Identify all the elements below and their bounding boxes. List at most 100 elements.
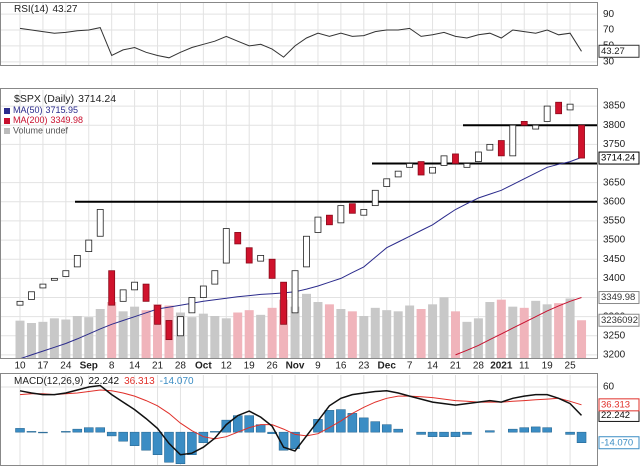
candle [28,291,35,300]
volume-bar [187,317,197,358]
y-tick-label: 3850 [603,101,626,112]
x-tick-label: 23 [358,361,370,372]
x-tick-label: 14 [427,361,439,372]
candle [497,140,505,157]
y-tick-label: 90 [603,9,615,20]
candle [532,124,540,130]
rsi-plot [19,27,582,59]
volume-bar [473,318,483,358]
volume-bar [290,306,300,358]
candle [314,216,322,233]
value-box-label: 36.313 [601,399,630,410]
volume-bar [153,304,163,358]
volume-bar [347,311,357,358]
macd-value: 22.242 [88,376,119,387]
value-box [598,151,640,165]
candle [291,270,299,314]
histogram-bar [152,431,163,455]
x-tick-label: 17 [37,361,49,372]
y-tick-label: 30 [603,56,615,67]
histogram-bar [427,431,438,437]
histogram-bar [393,428,403,433]
x-tick-label: 25 [565,361,577,372]
candle [578,124,585,159]
x-tick-label: 10 [14,361,26,372]
volume-bar [61,319,71,358]
candle [39,283,47,289]
legend-entry: MA(200) 3349.98 [13,115,83,125]
volume-bar [519,307,529,358]
volume-bar [141,310,151,358]
histogram-bar [118,431,128,442]
x-tick-label: 21 [152,361,164,372]
histogram-bar [61,431,71,433]
macd-value: -14.070 [160,376,194,387]
candle [486,143,494,151]
volume-bar [577,320,587,358]
x-tick-label: Nov [286,361,305,372]
candle [188,297,196,314]
x-tick-label: 24 [60,361,72,372]
ma-line [455,297,582,356]
volume-bar [302,293,311,358]
candle [268,258,276,279]
macd-panel [0,375,598,466]
volume-bar [565,298,575,358]
volume-bar [496,299,506,358]
volume-bar [439,297,449,358]
candle [108,270,116,306]
macd-line [19,384,583,456]
volume-bar [95,309,105,358]
x-tick-label: 8 [109,361,115,372]
histogram-bar [450,431,461,437]
histogram-bar [15,428,25,433]
candle [234,232,242,245]
y-tick-label: 3650 [603,177,626,188]
volume-bar [336,309,346,358]
volume-bar [428,304,438,358]
candle [131,281,139,291]
x-tick-label: 19 [244,361,256,372]
volume-bar [542,304,552,358]
candle [119,289,127,302]
x-tick-label: 28 [175,361,187,372]
histogram-bar [175,431,186,464]
candle [73,254,81,268]
histogram-bar [187,431,197,455]
macd-line [19,389,582,440]
price-last: 3714.24 [78,93,116,105]
volume-bar [107,302,117,358]
volume-bar [130,306,140,358]
candle [211,270,219,285]
histogram-bar [26,431,37,433]
rsi-line [19,27,582,59]
volume-bar [198,313,208,358]
volume-bar [554,303,564,358]
volume-bar [49,318,59,358]
candle [383,178,391,187]
y-tick-label: 3450 [603,254,626,265]
price-plot [15,101,598,358]
price-title: $SPX (Daily) [14,93,74,105]
value-box-label: 3714.24 [601,153,635,164]
candle [245,247,253,264]
price-header: $SPX (Daily) 3714.24 [14,93,116,105]
legend-name: MA(50) [13,105,43,115]
value-box [598,313,640,327]
candle [16,300,24,306]
histogram-bar [416,431,426,435]
candle [96,209,104,237]
price-frame [0,88,598,359]
y-tick-label: 3600 [603,196,626,207]
candle [394,170,402,178]
value-box [598,398,640,412]
volume-bar [221,318,231,358]
x-tick-label: 11 [519,361,530,372]
candle [154,304,161,325]
candle [222,228,230,264]
candle [429,166,436,174]
histogram-bar [278,431,289,451]
x-tick-label: 26 [267,361,279,372]
candle [257,254,265,262]
